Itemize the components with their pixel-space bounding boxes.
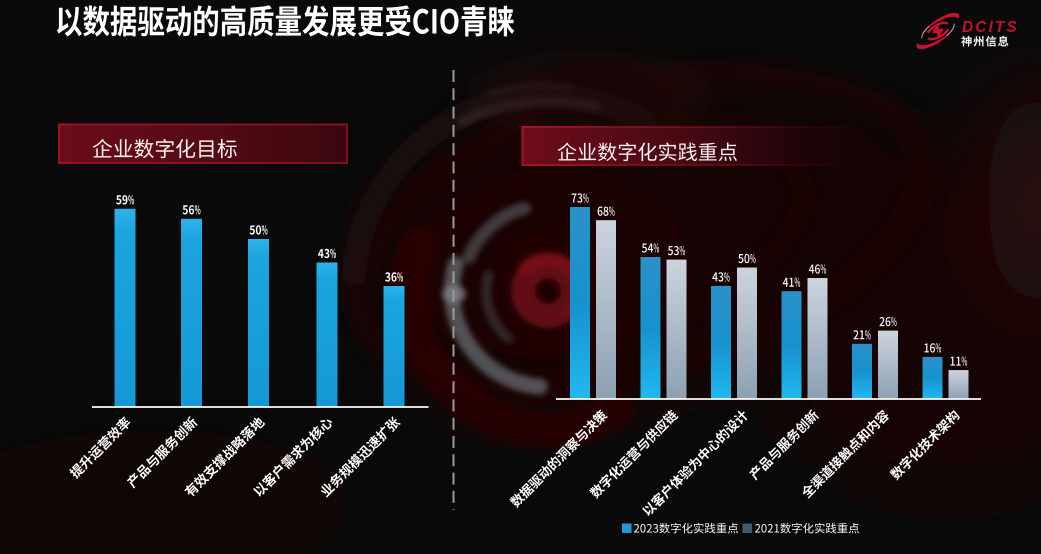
svg-text:DCITS: DCITS xyxy=(962,19,1019,36)
